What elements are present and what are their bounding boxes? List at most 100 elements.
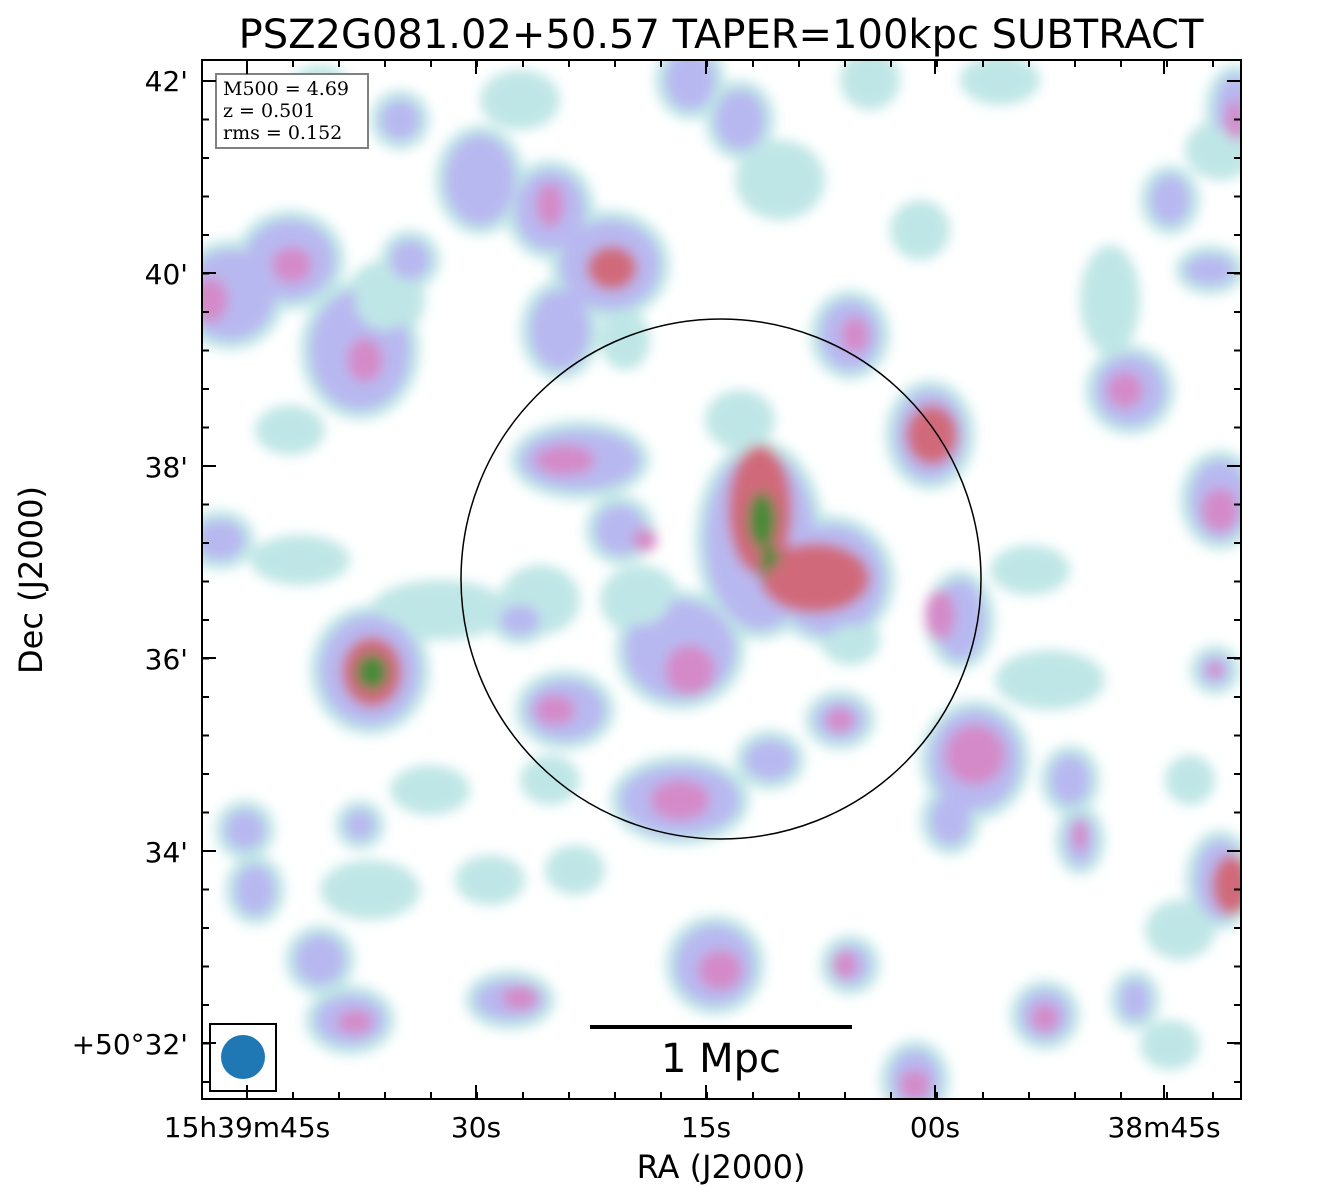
emission-blob — [920, 428, 940, 448]
emission-blob — [1031, 1004, 1059, 1032]
emission-blob — [830, 625, 870, 655]
emission-blob — [445, 135, 515, 225]
emission-blob — [850, 60, 890, 100]
y-axis: 42' 40' 38' 36' 34' +50°32' Dec (J2000) — [12, 65, 188, 1061]
y-tick-label: 34' — [145, 836, 188, 869]
chart-title: PSZ2G081.02+50.57 TAPER=100kpc SUBTRACT — [239, 12, 1204, 58]
emission-blob — [530, 290, 590, 370]
emission-blob — [925, 590, 955, 640]
beam-ellipse — [221, 1035, 265, 1079]
emission-blob — [235, 865, 275, 915]
emission-blob — [665, 60, 715, 110]
emission-blob — [1155, 910, 1205, 950]
emission-blob — [1175, 765, 1205, 795]
emission-blob — [748, 492, 776, 548]
emission-blob — [715, 400, 765, 440]
emission-blob — [970, 65, 1030, 95]
y-tick-label: 36' — [145, 643, 188, 676]
emission-blob — [841, 317, 869, 353]
x-tick-label: 30s — [451, 1111, 501, 1144]
plot-area: 1 Mpc M500 = 4.69 z = 0.501 rms = 0.152 — [201, 59, 1242, 1100]
r500-circle — [460, 318, 982, 840]
emission-blob — [1005, 660, 1095, 700]
emission-blob — [1107, 372, 1143, 408]
emission-blob — [202, 278, 228, 322]
emission-blob — [633, 528, 657, 552]
emission-blob — [202, 520, 245, 560]
emission-blob — [945, 725, 1005, 785]
emission-blob — [265, 415, 315, 445]
x-tick-label: 15h39m45s — [164, 1111, 331, 1144]
emission-blob — [502, 986, 538, 1010]
emission-blob — [610, 320, 640, 360]
emission-map — [202, 60, 1241, 1099]
y-axis-label: Dec (J2000) — [12, 486, 50, 674]
emission-blob — [900, 210, 940, 250]
y-tick-label: 42' — [145, 65, 188, 98]
emission-blob — [745, 740, 795, 780]
emission-blob — [536, 183, 564, 227]
emission-blob — [1207, 662, 1223, 678]
emission-blob — [530, 765, 570, 795]
emission-blob — [833, 951, 857, 979]
emission-blob — [930, 795, 970, 845]
x-axis: 15h39m45s 30s 15s 00s 38m45s RA (J2000) — [164, 1111, 1221, 1186]
x-tick-label: 38m45s — [1107, 1111, 1220, 1144]
plot-frame — [201, 59, 1242, 1100]
axis-ticks — [202, 60, 1241, 1099]
emission-blob — [1000, 555, 1060, 585]
emission-blob — [347, 338, 383, 382]
emission-blob — [900, 1070, 930, 1099]
emission-blob — [1150, 175, 1190, 225]
emission-blob — [390, 240, 430, 280]
emission-blob — [380, 590, 500, 630]
emission-blob — [1072, 820, 1088, 850]
emission-blob — [500, 605, 540, 635]
emission-blob — [1185, 255, 1235, 285]
beam-box — [209, 1023, 277, 1092]
emission-blob — [535, 445, 595, 475]
emission-blob — [1195, 130, 1241, 170]
x-tick-label: 00s — [910, 1111, 960, 1144]
emission-blob — [826, 708, 854, 732]
emission-blob — [345, 810, 375, 840]
emission-blob — [745, 150, 815, 210]
y-tick-label: +50°32' — [72, 1028, 188, 1061]
emission-blob — [1050, 755, 1090, 805]
emission-blob — [698, 950, 742, 990]
emission-blob — [1202, 488, 1238, 532]
emission-blob — [225, 810, 265, 850]
emission-blob — [356, 654, 388, 690]
info-m500: M500 = 4.69 — [223, 78, 349, 100]
y-tick-label: 40' — [145, 258, 188, 291]
emission-blob — [260, 545, 340, 575]
emission-blob — [490, 80, 550, 120]
scale-bar-label: 1 Mpc — [661, 1036, 781, 1082]
emission-blob — [610, 575, 670, 625]
emission-blob — [355, 270, 415, 330]
emission-blob — [1120, 980, 1150, 1020]
emission-blob — [535, 695, 575, 725]
emission-blob — [595, 505, 645, 555]
emission-blob — [765, 560, 835, 596]
emission-blob — [380, 100, 420, 140]
info-box: M500 = 4.69 z = 0.501 rms = 0.152 — [215, 73, 369, 149]
emission-blob — [295, 935, 345, 985]
scale-bar: 1 Mpc — [590, 1025, 852, 1082]
emission-blob — [1150, 1030, 1190, 1060]
emission-blob — [465, 865, 515, 895]
emission-blob — [1225, 100, 1241, 140]
x-axis-label: RA (J2000) — [637, 1148, 806, 1186]
emission-blob — [337, 1010, 373, 1034]
emission-blob — [272, 247, 312, 283]
y-tick-label: 38' — [145, 451, 188, 484]
info-redshift: z = 0.501 — [223, 100, 315, 122]
emission-blob — [715, 90, 765, 150]
x-tick-label: 15s — [681, 1111, 731, 1144]
emission-blob — [1220, 871, 1240, 899]
emission-blob — [400, 775, 460, 805]
info-rms: rms = 0.152 — [223, 122, 342, 144]
emission-blob — [1090, 255, 1130, 345]
emission-blob — [330, 870, 410, 910]
